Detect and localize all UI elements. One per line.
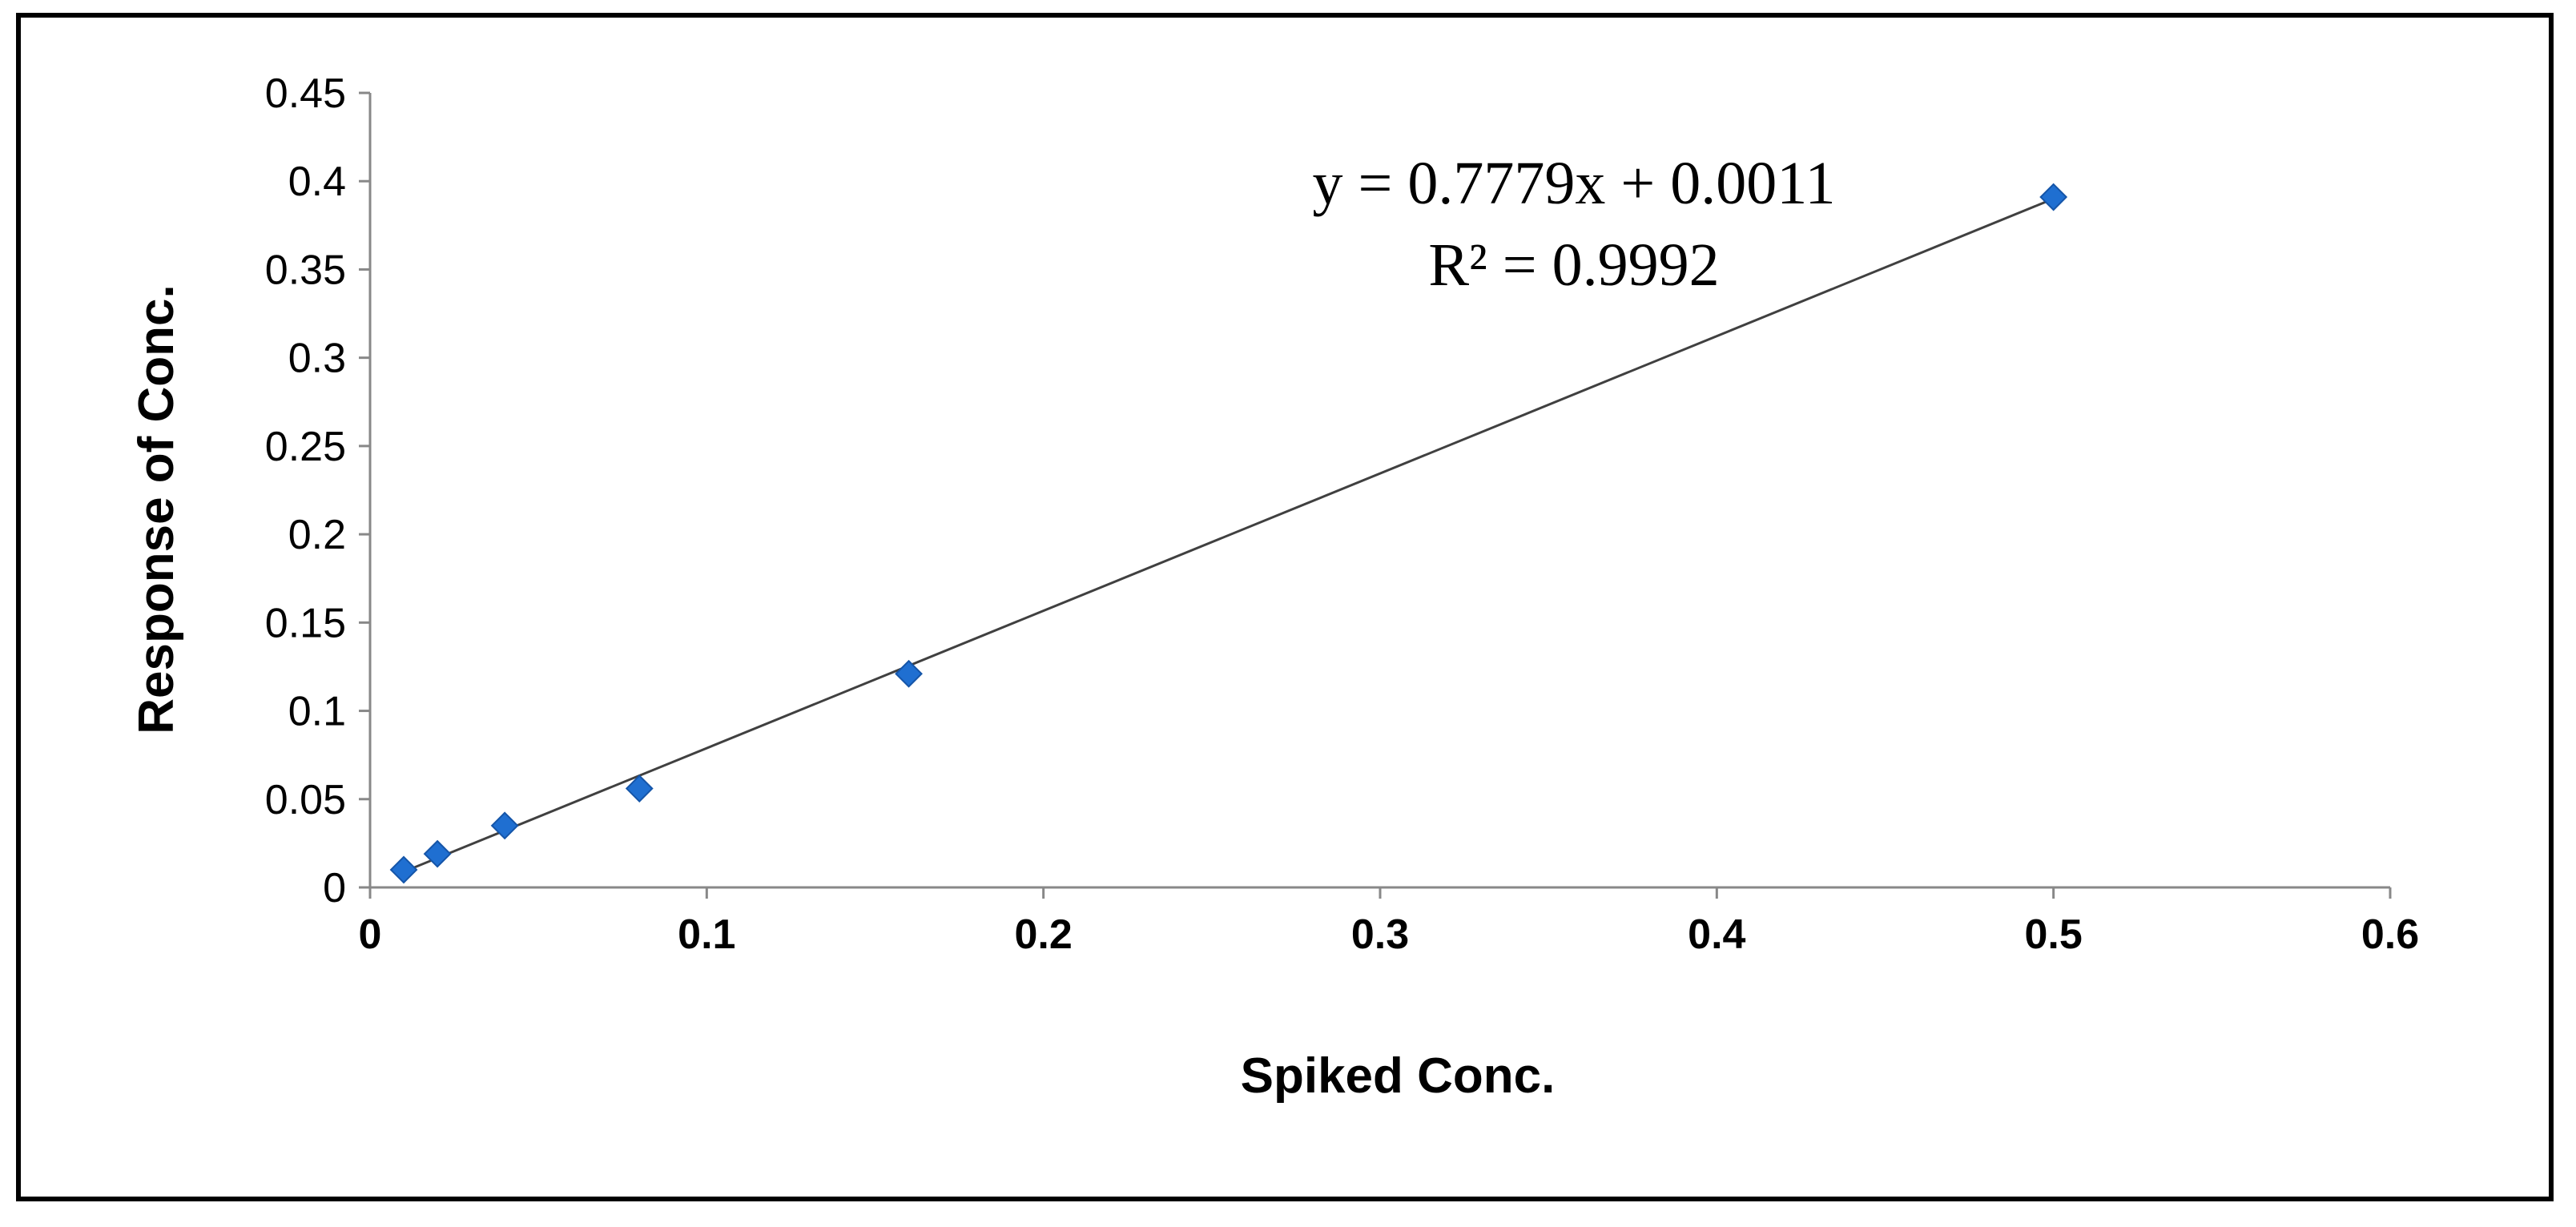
x-tick-label: 0.2: [1015, 911, 1073, 958]
data-point: [2039, 183, 2068, 211]
r-squared-label: R² = 0.9992: [1428, 231, 1719, 299]
y-tick-label: 0.3: [288, 336, 346, 382]
chart-frame: 0 0.05 0.1 0.15 0.2 0.25 0.3 0.35 0.4 0.45 0 0.1 0.…: [16, 13, 2554, 1201]
x-tick-label: 0.1: [678, 911, 735, 958]
trendline-equation: y = 0.7779x + 0.0011: [1313, 150, 1836, 217]
x-tick-label: 0: [359, 911, 382, 958]
x-tick-label: 0.4: [1688, 911, 1745, 958]
y-tick-label: 0.25: [265, 424, 346, 470]
y-tick-label: 0.1: [288, 689, 346, 735]
y-tick-label: 0.2: [288, 512, 346, 558]
data-point: [389, 855, 418, 884]
y-tick-label: 0.05: [265, 777, 346, 823]
data-point: [895, 659, 923, 688]
x-tick-label: 0.6: [2361, 911, 2419, 958]
data-point: [423, 839, 452, 868]
scatter-chart: 0 0.05 0.1 0.15 0.2 0.25 0.3 0.35 0.4 0.45 0 0.1 0.…: [129, 70, 2419, 1104]
x-tick-label: 0.3: [1351, 911, 1409, 958]
trendline: [403, 197, 2055, 873]
y-axis-title: Response of Conc.: [129, 284, 184, 734]
x-axis-title: Spiked Conc.: [1241, 1048, 1556, 1104]
x-ticks: 0 0.1 0.2 0.3 0.4 0.5 0.6: [359, 887, 2419, 958]
data-points: [389, 183, 2068, 884]
y-ticks: 0 0.05 0.1 0.15 0.2 0.25 0.3 0.35 0.4 0.45: [265, 70, 370, 911]
y-tick-label: 0.4: [288, 159, 346, 205]
y-tick-label: 0.45: [265, 70, 346, 117]
y-tick-label: 0.35: [265, 247, 346, 293]
x-tick-label: 0.5: [2025, 911, 2083, 958]
y-tick-label: 0: [323, 865, 346, 911]
y-tick-label: 0.15: [265, 600, 346, 646]
data-point: [625, 774, 654, 803]
data-point: [490, 811, 519, 840]
